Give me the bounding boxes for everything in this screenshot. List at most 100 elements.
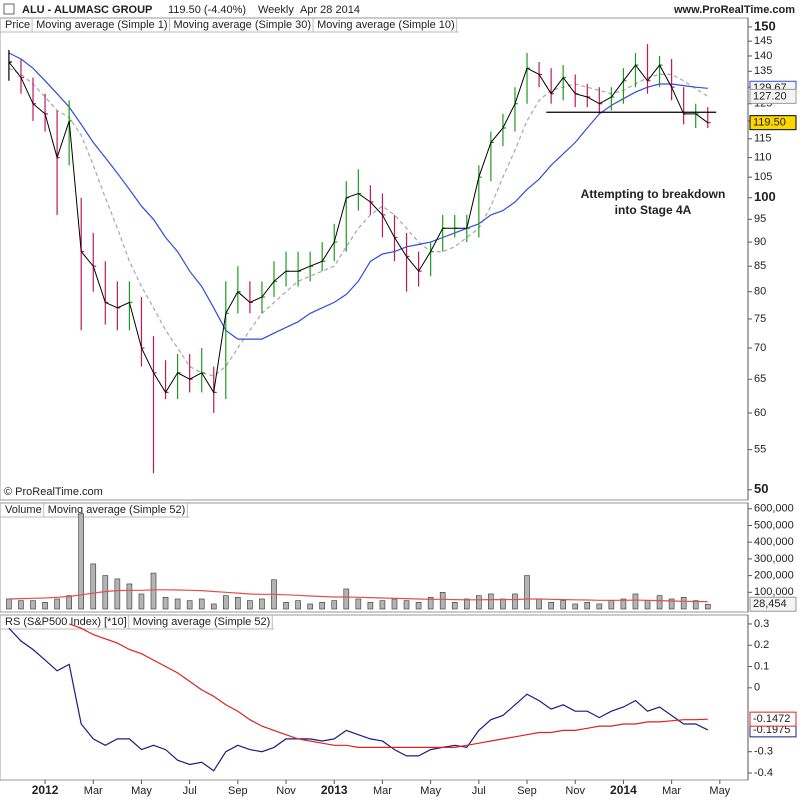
volume-bar xyxy=(138,593,145,610)
y-tick-label: 65 xyxy=(754,373,766,385)
volume-bar xyxy=(78,513,85,610)
y-tick-label: 100 xyxy=(754,189,776,204)
y-tick-label: 0 xyxy=(754,682,760,694)
y-tick-label: 100,000 xyxy=(754,586,794,598)
y-tick-label: 105 xyxy=(754,171,772,183)
site: www.ProRealTime.com xyxy=(673,4,795,16)
y-tick-label: 0.3 xyxy=(754,618,769,630)
legend-entry: Volume xyxy=(5,504,42,516)
value-tag: 119.50 xyxy=(753,117,786,129)
volume-bar xyxy=(6,598,12,610)
volume-bar xyxy=(54,598,60,610)
x-tick-label: Sep xyxy=(228,785,248,797)
y-tick-label: 0.1 xyxy=(754,660,769,672)
annotation: into Stage 4A xyxy=(615,203,692,217)
y-tick-label: 55 xyxy=(754,444,766,456)
y-tick-label: 90 xyxy=(754,236,766,248)
value-tag-box xyxy=(749,88,797,104)
y-tick-label: 75 xyxy=(754,313,766,325)
volume-bar xyxy=(162,597,169,610)
volume-bar xyxy=(150,572,157,610)
y-tick-label: 300,000 xyxy=(754,553,794,565)
value-tag: 28,454 xyxy=(753,598,787,610)
volume-bar xyxy=(90,563,97,610)
x-tick-label: 2012 xyxy=(32,783,59,797)
annotation: Attempting to breakdown xyxy=(581,187,726,201)
volume-bar xyxy=(126,583,133,610)
y-tick-label: 50 xyxy=(754,481,768,496)
period: Weekly xyxy=(258,4,294,16)
value-tag-box xyxy=(749,596,797,612)
y-tick-label: 145 xyxy=(754,35,772,47)
y-tick-label: 60 xyxy=(754,407,766,419)
volume-bar xyxy=(692,600,699,610)
volume-bar xyxy=(283,602,289,610)
date: Apr 28 2014 xyxy=(300,4,360,16)
y-tick-label: 135 xyxy=(754,65,772,77)
x-tick-label: 2014 xyxy=(610,783,637,797)
y-tick-label: 500,000 xyxy=(754,519,794,531)
y-tick-label: 80 xyxy=(754,286,766,298)
volume-bar xyxy=(66,595,72,610)
volume-bar xyxy=(235,597,241,610)
volume-bar xyxy=(198,598,205,610)
x-tick-label: May xyxy=(420,785,441,797)
volume-bar xyxy=(668,598,675,610)
legend-entry: Moving average (Simple 52) xyxy=(48,504,186,516)
volume-bar xyxy=(500,598,506,610)
rs-line xyxy=(68,623,708,748)
volume-bar xyxy=(439,591,446,610)
value-tag: 127.20 xyxy=(753,90,787,102)
quote: 119.50 (-4.40%) xyxy=(168,4,246,16)
value-tag: -0.1975 xyxy=(753,724,790,736)
y-tick-label: 200,000 xyxy=(754,570,794,582)
y-tick-label: 70 xyxy=(754,342,766,354)
y-tick-label: 140 xyxy=(754,50,772,62)
value-tag-box xyxy=(749,711,797,727)
x-tick-label: Mar xyxy=(373,785,392,797)
volume-bar xyxy=(259,598,265,610)
y-tick-label: -0.4 xyxy=(754,767,773,779)
volume-bar xyxy=(427,597,434,610)
x-tick-label: Nov xyxy=(276,785,296,797)
x-tick-label: Jul xyxy=(472,785,486,797)
volume-bar xyxy=(403,600,410,610)
price-line xyxy=(8,61,709,394)
volume-bar xyxy=(186,600,193,610)
legend-entry: Moving average (Simple 10) xyxy=(317,19,455,31)
value-tag-box xyxy=(749,115,797,131)
volume-bar xyxy=(30,600,36,610)
volume-bar xyxy=(42,602,48,610)
volume-bar xyxy=(680,597,687,610)
volume-bar xyxy=(391,598,398,610)
x-tick-label: May xyxy=(709,785,730,797)
legend-entry: Price xyxy=(5,19,30,31)
volume-bar xyxy=(18,600,24,610)
volume-bar xyxy=(355,598,362,610)
y-tick-label: 95 xyxy=(754,213,766,225)
volume-bar xyxy=(114,578,121,610)
symbol-icon xyxy=(3,3,15,15)
volume-bar xyxy=(548,602,554,610)
volume-bar xyxy=(379,600,386,610)
volume-bar xyxy=(247,600,253,610)
volume-average xyxy=(8,589,708,603)
volume-bar xyxy=(210,603,217,610)
x-tick-label: Mar xyxy=(662,785,681,797)
volume-bar xyxy=(620,598,627,610)
volume-bar xyxy=(512,593,518,610)
volume-bar xyxy=(704,603,711,610)
legend-entry: Moving average (Simple 30) xyxy=(174,19,312,31)
rs-line xyxy=(8,627,709,772)
y-tick-label: 150 xyxy=(754,18,776,33)
volume-bar xyxy=(656,595,663,610)
volume-bar xyxy=(174,598,181,610)
y-tick-label: -0.3 xyxy=(754,746,773,758)
y-tick-label: 0.2 xyxy=(754,639,769,651)
x-tick-label: May xyxy=(131,785,152,797)
volume-bar xyxy=(596,603,603,610)
y-tick-label: 85 xyxy=(754,260,766,272)
y-tick-label: 110 xyxy=(754,151,772,163)
